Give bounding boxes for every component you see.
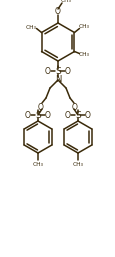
Text: CH₃: CH₃	[60, 0, 71, 4]
Text: O: O	[45, 111, 50, 120]
Text: O: O	[71, 103, 77, 112]
Text: O: O	[45, 67, 50, 76]
Text: S: S	[75, 111, 80, 120]
Text: N: N	[54, 76, 61, 85]
Text: O: O	[38, 103, 44, 112]
Text: S: S	[35, 111, 40, 120]
Text: CH₃: CH₃	[78, 24, 89, 29]
Text: O: O	[65, 111, 70, 120]
Text: CH₃: CH₃	[32, 161, 43, 167]
Text: O: O	[25, 111, 31, 120]
Text: O: O	[84, 111, 90, 120]
Text: S: S	[55, 67, 60, 76]
Text: CH₃: CH₃	[78, 52, 89, 57]
Text: O: O	[65, 67, 70, 76]
Text: CH₃: CH₃	[72, 161, 83, 167]
Text: O: O	[55, 7, 60, 16]
Text: CH₃: CH₃	[26, 25, 37, 30]
